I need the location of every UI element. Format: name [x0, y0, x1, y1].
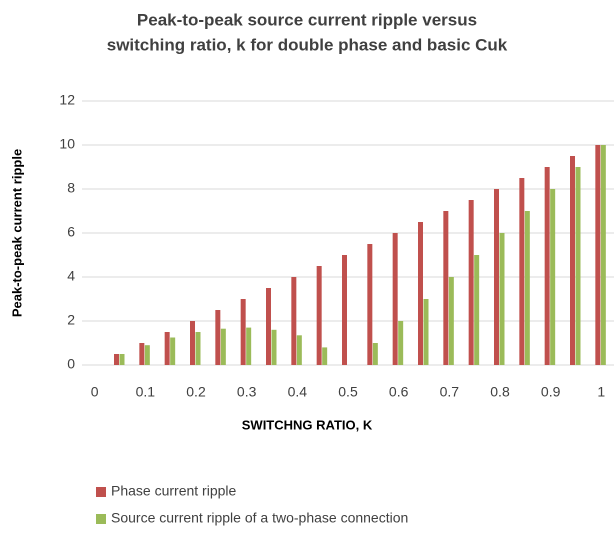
x-axis-title: SWITCHNG RATIO, K — [242, 417, 373, 432]
bar — [291, 277, 297, 365]
x-tick-label: 0.2 — [186, 384, 206, 400]
x-tick-label: 0.3 — [237, 384, 257, 400]
x-tick-label: 0.5 — [338, 384, 358, 400]
x-tick-label: 0.6 — [389, 384, 409, 400]
bar — [550, 189, 556, 365]
bar — [367, 244, 373, 365]
y-tick-label: 8 — [67, 180, 75, 196]
bar — [392, 233, 398, 365]
bar — [139, 343, 145, 365]
bar — [448, 277, 454, 365]
bar — [144, 345, 150, 365]
chart-title: Peak-to-peak source current ripple versu… — [137, 10, 477, 29]
bar — [575, 167, 581, 365]
bar — [423, 299, 429, 365]
bar — [570, 156, 575, 365]
y-tick-label: 0 — [67, 356, 75, 372]
bar — [271, 329, 277, 365]
y-tick-label: 6 — [67, 224, 75, 240]
bar — [544, 167, 550, 365]
legend-swatch — [96, 487, 106, 497]
bar — [164, 332, 170, 365]
x-tick-label: 1 — [597, 384, 605, 400]
y-tick-label: 10 — [59, 136, 75, 152]
bar — [215, 310, 221, 365]
legend-swatch — [96, 514, 106, 524]
bar — [190, 321, 195, 365]
bar — [600, 145, 606, 365]
bar — [316, 266, 322, 365]
bar — [266, 288, 271, 365]
x-tick-label: 0.4 — [288, 384, 308, 400]
chart-title: switching ratio, k for double phase and … — [107, 35, 508, 54]
y-axis-title: Peak-to-peak current ripple — [9, 149, 24, 317]
x-tick-label: 0.9 — [541, 384, 561, 400]
bar — [170, 337, 176, 365]
bar — [418, 222, 423, 365]
y-tick-label: 2 — [67, 312, 75, 328]
bar — [372, 343, 378, 365]
bar — [220, 328, 226, 365]
bar — [499, 233, 505, 365]
x-tick-label: 0.7 — [440, 384, 460, 400]
bar — [114, 354, 119, 365]
legend-label: Source current ripple of a two-phase con… — [111, 510, 408, 526]
bar — [240, 299, 246, 365]
bar — [398, 321, 404, 365]
bar — [246, 327, 252, 365]
bar — [342, 255, 347, 365]
bar — [119, 354, 125, 365]
y-tick-label: 4 — [67, 268, 75, 284]
bar — [468, 200, 474, 365]
bar — [474, 255, 480, 365]
bar — [296, 335, 302, 365]
bar — [494, 189, 499, 365]
bar — [524, 211, 530, 365]
y-tick-label: 12 — [59, 92, 75, 108]
x-tick-label: 0 — [91, 384, 99, 400]
bar — [595, 145, 601, 365]
legend-label: Phase current ripple — [111, 483, 237, 499]
x-tick-label: 0.8 — [490, 384, 510, 400]
bar — [443, 211, 449, 365]
bar — [195, 332, 201, 365]
bar — [322, 347, 328, 365]
x-tick-label: 0.1 — [136, 384, 156, 400]
bar — [519, 178, 525, 365]
